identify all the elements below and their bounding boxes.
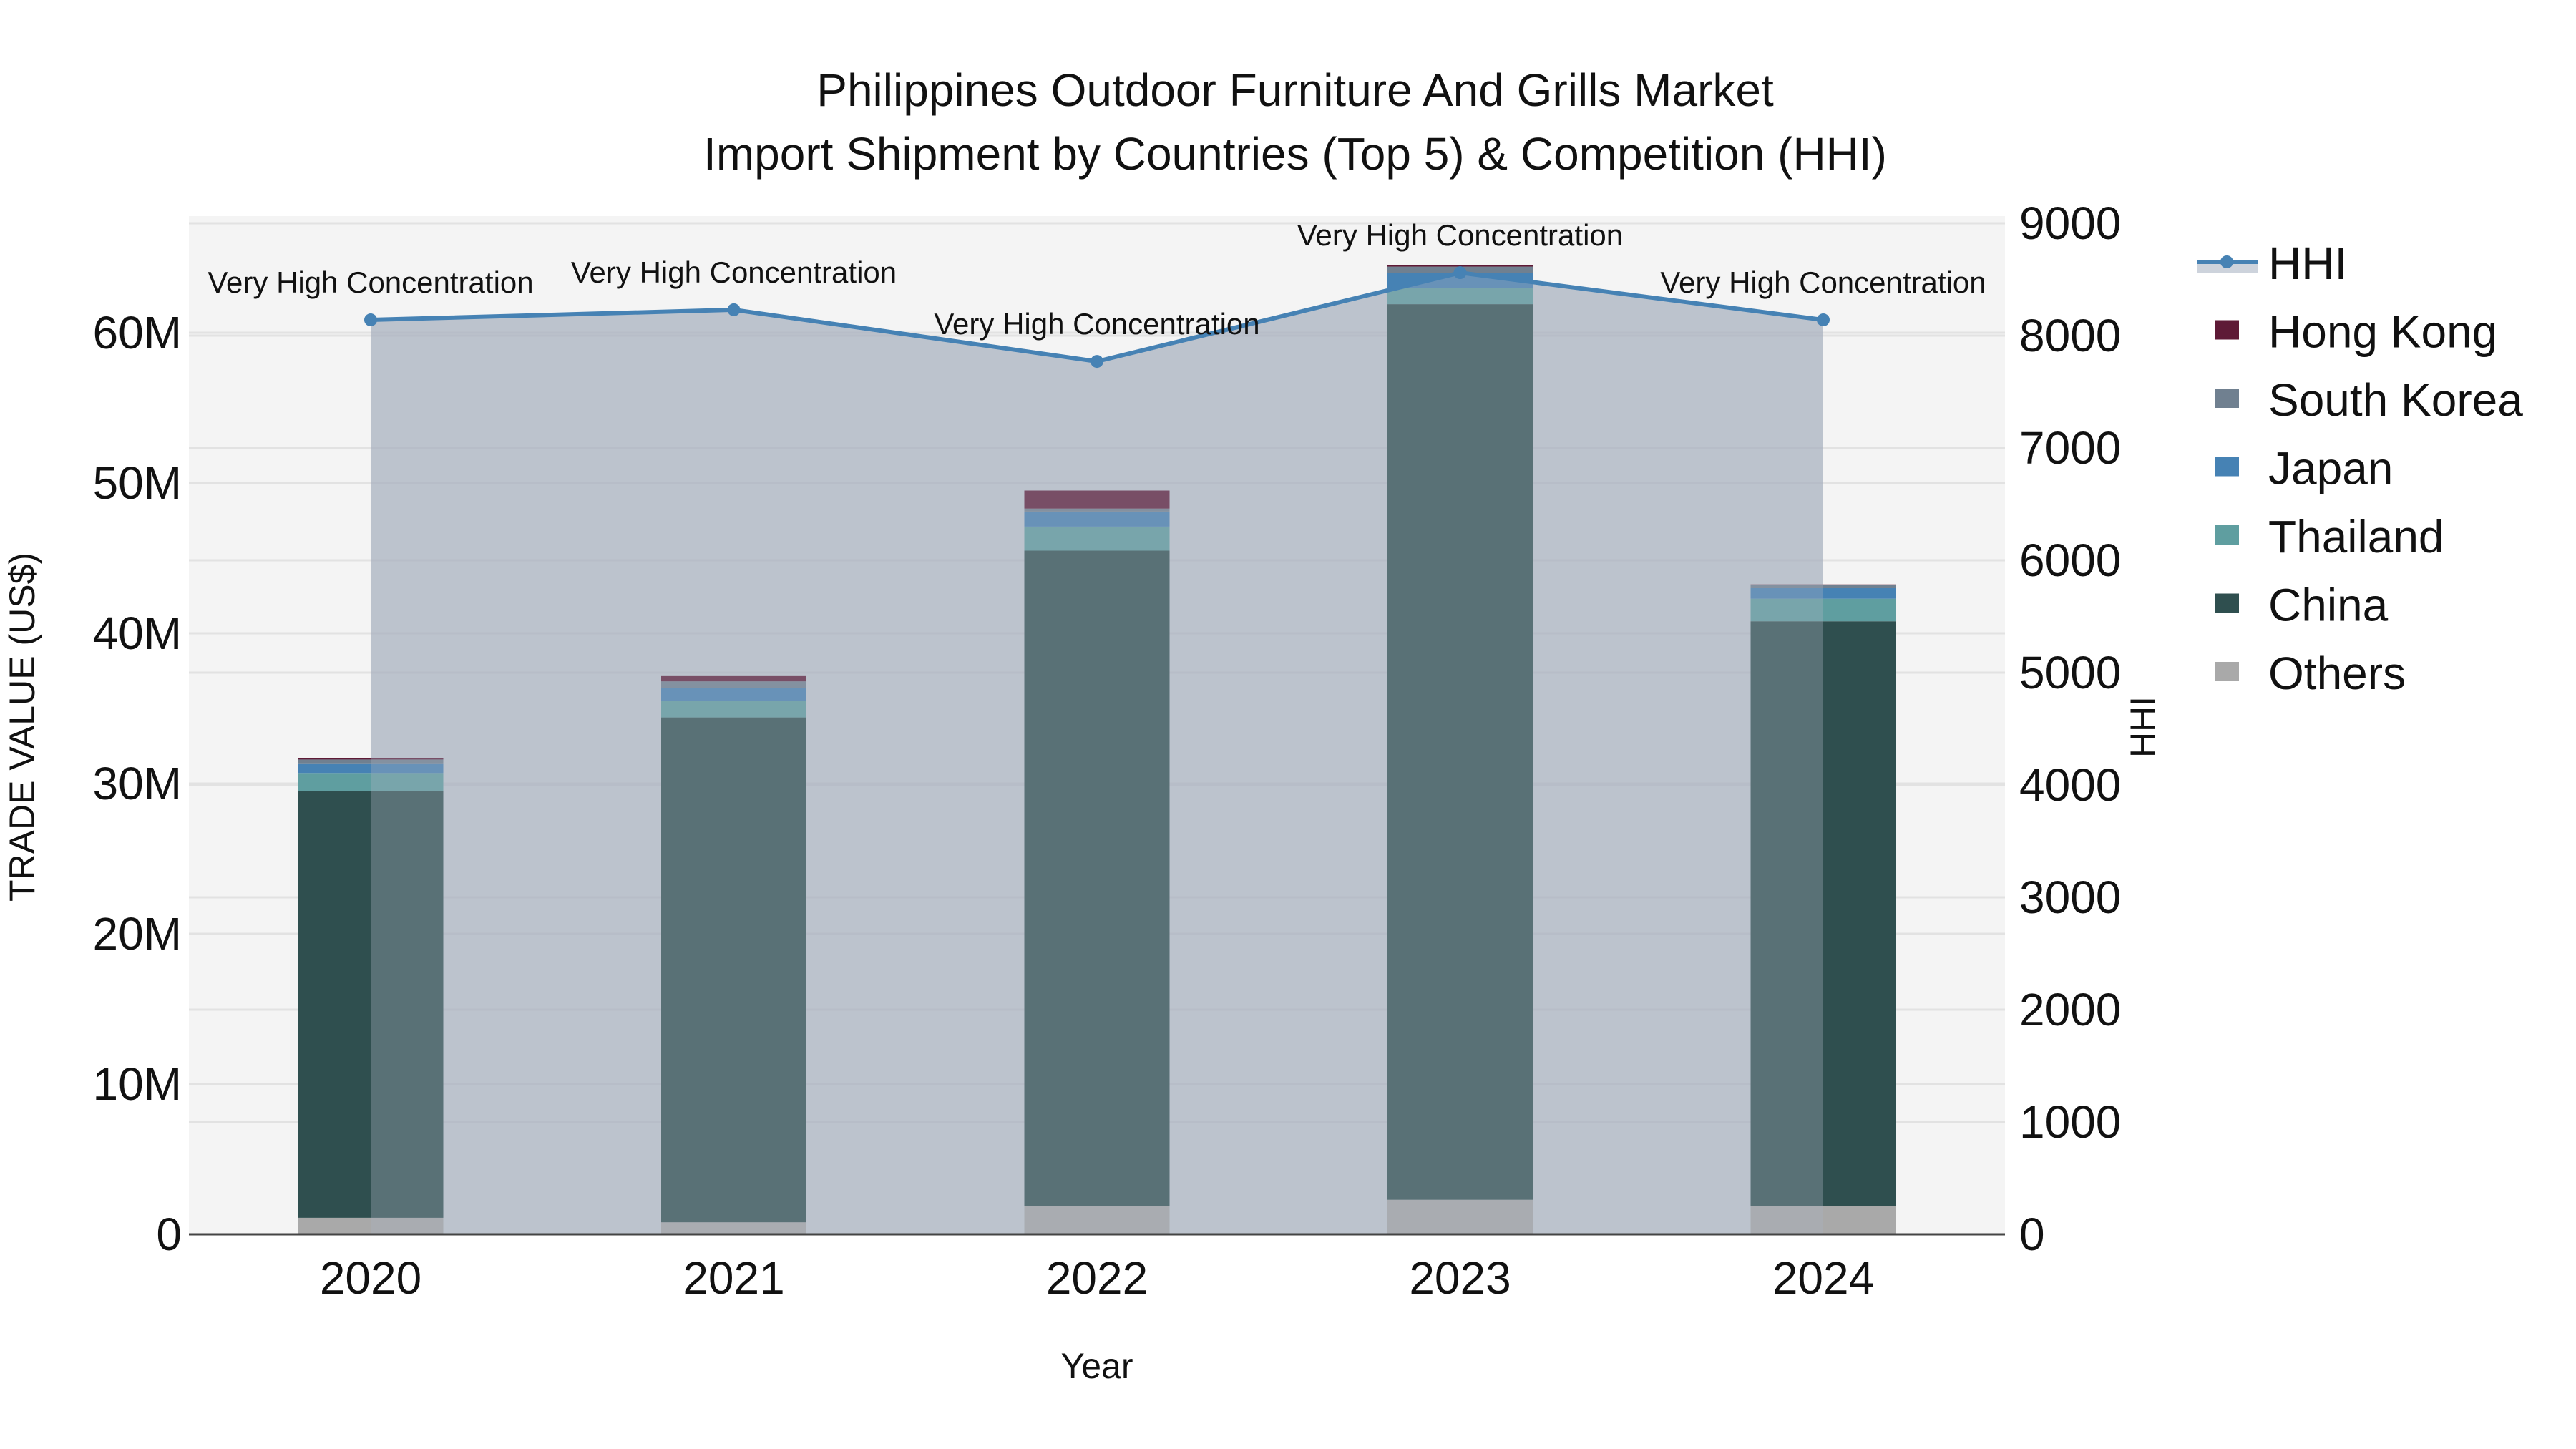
- bar-segment-south-korea[interactable]: [1024, 508, 1170, 512]
- legend-item-thailand[interactable]: Thailand: [2215, 511, 2444, 562]
- legend-label: Japan: [2268, 443, 2393, 494]
- y2-tick-label: 7000: [2019, 422, 2121, 474]
- y-tick-label: 30M: [93, 758, 182, 809]
- bar-segment-thailand[interactable]: [661, 701, 806, 718]
- y-axis-title: TRADE VALUE (US$): [2, 552, 42, 902]
- legend-label: Hong Kong: [2268, 306, 2497, 358]
- bar-segment-thailand[interactable]: [298, 773, 444, 791]
- bar-segment-thailand[interactable]: [1750, 598, 1896, 622]
- bar-segment-japan[interactable]: [1024, 511, 1170, 527]
- legend-item-others[interactable]: Others: [2215, 648, 2406, 699]
- legend-label: South Korea: [2268, 374, 2523, 426]
- bar-segment-others[interactable]: [1024, 1206, 1170, 1234]
- legend-item-china[interactable]: China: [2215, 580, 2389, 631]
- bar-segment-thailand[interactable]: [1024, 526, 1170, 551]
- bar-segment-china[interactable]: [1387, 304, 1533, 1200]
- y-tick-label: 50M: [93, 457, 182, 509]
- legend-label: China: [2268, 580, 2389, 631]
- legend-hhi-fill-swatch: [2197, 263, 2258, 273]
- hhi-annotation: Very High Concentration: [571, 255, 897, 289]
- legend-marker-icon: [2220, 255, 2233, 268]
- hhi-annotation: Very High Concentration: [208, 265, 533, 299]
- x-tick-label: 2024: [1772, 1252, 1874, 1304]
- bar-segment-china[interactable]: [1750, 621, 1896, 1206]
- bar-segment-others[interactable]: [298, 1217, 444, 1234]
- y2-tick-label: 9000: [2019, 197, 2121, 249]
- bar-segment-china[interactable]: [298, 791, 444, 1218]
- legend-label: Thailand: [2268, 511, 2444, 562]
- bar-segment-others[interactable]: [1750, 1206, 1896, 1234]
- y2-axis-ticks: 0 1000 2000 3000 4000 5000 6000 7000 8000 9000: [2019, 197, 2121, 1260]
- hhi-marker[interactable]: [1091, 355, 1103, 369]
- hhi-marker[interactable]: [1453, 266, 1467, 280]
- bar-segment-china[interactable]: [661, 717, 806, 1223]
- bar-segment-japan[interactable]: [1750, 588, 1896, 599]
- y-tick-label: 10M: [93, 1058, 182, 1110]
- y-tick-label: 20M: [93, 908, 182, 960]
- bar-segment-south-korea[interactable]: [1750, 585, 1896, 588]
- bar-segment-hong-kong[interactable]: [1387, 265, 1533, 267]
- y2-tick-label: 2000: [2019, 984, 2121, 1035]
- bar-segment-hong-kong[interactable]: [298, 758, 444, 760]
- legend-label: Others: [2268, 648, 2406, 699]
- x-tick-label: 2021: [683, 1252, 784, 1304]
- hhi-annotations: Very High Concentration Very High Concent…: [208, 218, 1986, 341]
- legend-item-japan[interactable]: Japan: [2215, 443, 2393, 494]
- y-tick-label: 0: [156, 1209, 182, 1260]
- chart-subtitle: Import Shipment by Countries (Top 5) & C…: [703, 128, 1887, 180]
- legend-swatch-icon: [2215, 457, 2239, 477]
- bar-segment-china[interactable]: [1024, 550, 1170, 1206]
- hhi-marker[interactable]: [1817, 313, 1830, 327]
- hhi-fill-overlay: [371, 273, 1823, 1235]
- bar-segment-thailand[interactable]: [1387, 288, 1533, 305]
- legend-item-hhi[interactable]: HHI: [2197, 238, 2347, 289]
- y-tick-label: 60M: [93, 307, 182, 358]
- y-tick-label: 40M: [93, 608, 182, 659]
- bar-segment-hong-kong[interactable]: [1024, 490, 1170, 509]
- y2-axis-title: HHI: [2123, 696, 2163, 758]
- x-axis-ticks: 2020 2021 2022 2023 2024: [320, 1252, 1874, 1304]
- y2-tick-label: 3000: [2019, 872, 2121, 923]
- legend-label: HHI: [2268, 238, 2347, 289]
- legend-item-south-korea[interactable]: South Korea: [2215, 374, 2523, 426]
- y2-tick-label: 0: [2019, 1209, 2045, 1260]
- hhi-annotation: Very High Concentration: [934, 307, 1259, 341]
- bar-segment-others[interactable]: [1387, 1199, 1533, 1234]
- y2-tick-label: 5000: [2019, 647, 2121, 698]
- hhi-line: [364, 266, 1830, 369]
- bar-segment-japan[interactable]: [298, 763, 444, 774]
- legend-swatch-icon: [2215, 593, 2239, 613]
- bar-segment-others[interactable]: [661, 1222, 806, 1234]
- bar-segment-japan[interactable]: [661, 688, 806, 701]
- chart-title: Philippines Outdoor Furniture And Grills…: [816, 64, 1774, 116]
- legend-item-hong-kong[interactable]: Hong Kong: [2215, 306, 2497, 358]
- legend: HHI Hong Kong South Korea Japan Thailand Chin…: [2197, 238, 2523, 699]
- x-tick-label: 2023: [1409, 1252, 1511, 1304]
- y2-tick-label: 8000: [2019, 310, 2121, 361]
- legend-swatch-icon: [2215, 525, 2239, 545]
- hhi-marker[interactable]: [364, 313, 377, 327]
- x-axis-title: Year: [1060, 1346, 1133, 1386]
- stacked-bars: [298, 265, 1896, 1235]
- x-tick-label: 2020: [320, 1252, 421, 1304]
- hhi-marker[interactable]: [727, 303, 741, 316]
- y2-tick-label: 1000: [2019, 1096, 2121, 1148]
- y2-tick-label: 6000: [2019, 535, 2121, 586]
- bar-segment-hong-kong[interactable]: [661, 675, 806, 682]
- y2-tick-label: 4000: [2019, 759, 2121, 811]
- hhi-annotation: Very High Concentration: [1297, 218, 1623, 252]
- y-axis-ticks: 0 10M 20M 30M 40M 50M 60M: [93, 307, 182, 1260]
- bar-segment-south-korea[interactable]: [298, 759, 444, 764]
- hhi-annotation: Very High Concentration: [1660, 265, 1986, 299]
- bar-segment-south-korea[interactable]: [661, 681, 806, 688]
- legend-swatch-icon: [2215, 662, 2239, 681]
- x-tick-label: 2022: [1046, 1252, 1148, 1304]
- legend-swatch-icon: [2215, 320, 2239, 340]
- legend-swatch-icon: [2215, 389, 2239, 408]
